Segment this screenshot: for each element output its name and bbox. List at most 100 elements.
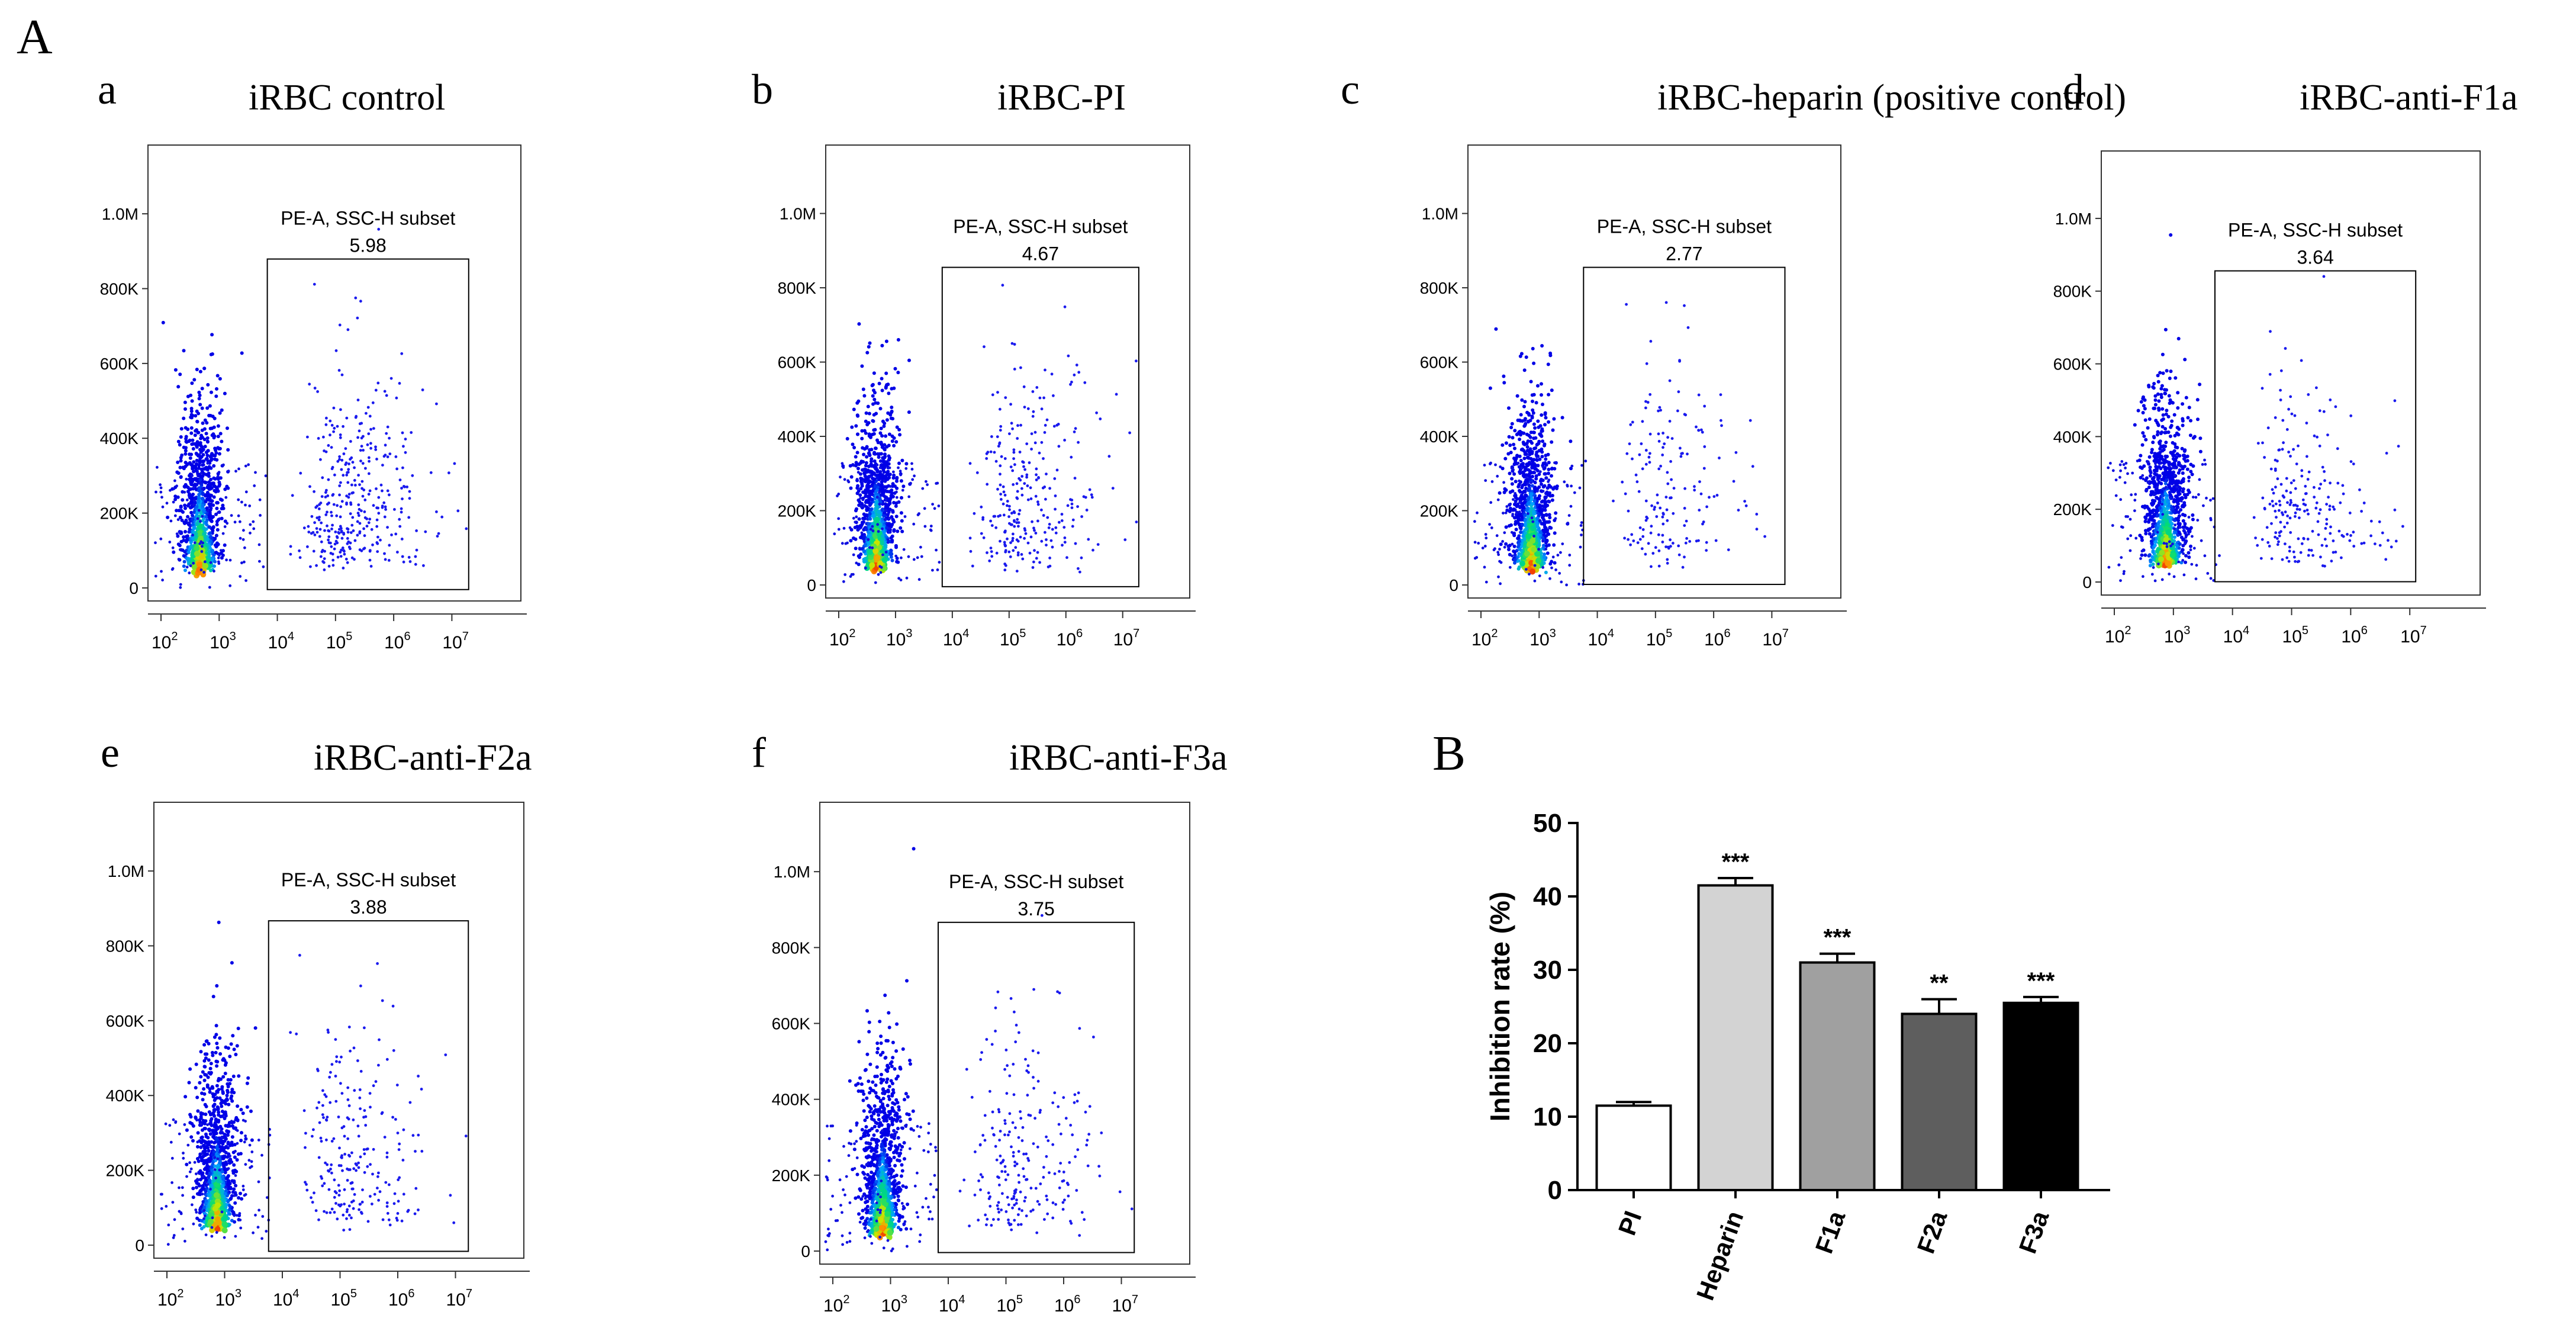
event-dot bbox=[2176, 479, 2181, 483]
event-dot bbox=[2172, 449, 2176, 453]
event-dot bbox=[367, 432, 371, 435]
event-dot bbox=[453, 462, 456, 465]
event-dot bbox=[198, 535, 204, 542]
event-dot bbox=[2168, 485, 2172, 489]
event-dot bbox=[872, 428, 876, 432]
event-dot bbox=[210, 452, 214, 456]
event-dot bbox=[2152, 501, 2156, 506]
event-dot bbox=[221, 506, 226, 510]
event-dot bbox=[195, 440, 199, 444]
event-dot bbox=[2184, 560, 2188, 564]
event-dot bbox=[1000, 455, 1003, 458]
event-dot bbox=[211, 503, 215, 507]
event-dot bbox=[862, 504, 865, 508]
event-dot bbox=[1523, 451, 1527, 455]
event-dot bbox=[1650, 504, 1654, 507]
event-dot bbox=[371, 401, 375, 404]
event-dot bbox=[1021, 557, 1025, 561]
event-dot bbox=[1685, 537, 1689, 540]
event-dot bbox=[2123, 481, 2127, 484]
event-dot bbox=[880, 343, 884, 348]
event-dot bbox=[1017, 477, 1020, 480]
event-dot bbox=[875, 463, 879, 467]
event-dot bbox=[394, 455, 398, 458]
event-dot bbox=[1718, 456, 1721, 459]
y-tick-label: 600K bbox=[100, 355, 139, 373]
event-dot bbox=[2150, 451, 2154, 455]
event-dot bbox=[212, 495, 216, 499]
event-dot bbox=[2182, 464, 2187, 468]
event-dot bbox=[1004, 564, 1007, 567]
event-dot bbox=[884, 371, 888, 375]
event-dot bbox=[207, 553, 211, 557]
event-dot bbox=[2156, 423, 2160, 427]
event-dot bbox=[1016, 437, 1019, 440]
event-dot bbox=[189, 564, 192, 567]
event-dot bbox=[2156, 380, 2160, 384]
event-dot bbox=[195, 420, 199, 424]
event-dot bbox=[1066, 504, 1070, 507]
event-dot bbox=[2165, 529, 2172, 535]
event-dot bbox=[339, 551, 342, 554]
event-dot bbox=[183, 400, 187, 404]
event-dot bbox=[200, 449, 204, 452]
event-dot bbox=[1008, 432, 1011, 435]
event-dot bbox=[2161, 458, 2165, 462]
event-dot bbox=[339, 555, 343, 558]
event-dot bbox=[202, 562, 209, 569]
event-dot bbox=[1532, 446, 1536, 451]
event-dot bbox=[2161, 371, 2165, 375]
event-dot bbox=[212, 434, 217, 438]
event-dot bbox=[971, 564, 974, 568]
panel-title: iRBC-heparin (positive control) bbox=[1657, 78, 2126, 118]
event-dot bbox=[368, 472, 371, 475]
event-dot bbox=[1003, 493, 1007, 497]
event-dot bbox=[1007, 550, 1011, 554]
event-dot bbox=[359, 459, 362, 462]
event-dot bbox=[1526, 439, 1530, 443]
event-dot bbox=[189, 426, 194, 430]
event-dot bbox=[317, 518, 321, 522]
event-dot bbox=[883, 443, 887, 447]
event-dot bbox=[182, 535, 186, 539]
event-dot bbox=[1019, 535, 1022, 539]
event-dot bbox=[252, 527, 256, 531]
event-dot bbox=[888, 472, 892, 477]
event-dot bbox=[1540, 382, 1543, 386]
event-dot bbox=[1677, 553, 1681, 557]
event-dot bbox=[858, 546, 861, 550]
event-dot bbox=[926, 483, 929, 486]
event-dot bbox=[386, 455, 389, 458]
event-dot bbox=[1568, 554, 1572, 557]
event-dot bbox=[1033, 430, 1037, 434]
event-dot bbox=[384, 505, 387, 509]
event-dot bbox=[402, 560, 405, 564]
event-dot bbox=[1688, 540, 1692, 543]
event-dot bbox=[1701, 430, 1704, 434]
event-dot bbox=[854, 546, 858, 551]
event-dot bbox=[1044, 423, 1047, 427]
event-dot bbox=[185, 499, 189, 501]
event-dot bbox=[230, 514, 233, 517]
event-dot bbox=[1023, 536, 1026, 540]
event-dot bbox=[197, 499, 201, 503]
event-dot bbox=[182, 445, 186, 449]
event-dot bbox=[1050, 372, 1054, 376]
event-dot bbox=[1521, 447, 1525, 451]
event-dot bbox=[2152, 493, 2156, 496]
event-dot bbox=[386, 526, 389, 529]
event-dot bbox=[1015, 538, 1019, 542]
event-dot bbox=[1012, 457, 1015, 460]
event-dot bbox=[2169, 544, 2172, 548]
event-dot bbox=[936, 568, 939, 571]
event-dot bbox=[1518, 470, 1522, 474]
event-dot bbox=[864, 470, 868, 474]
event-dot bbox=[1063, 541, 1067, 544]
event-dot bbox=[201, 463, 205, 467]
event-dot bbox=[861, 480, 864, 483]
event-dot bbox=[892, 436, 896, 440]
event-dot bbox=[207, 509, 210, 513]
event-dot bbox=[2150, 555, 2155, 559]
event-dot bbox=[381, 504, 384, 508]
event-dot bbox=[1038, 451, 1041, 455]
